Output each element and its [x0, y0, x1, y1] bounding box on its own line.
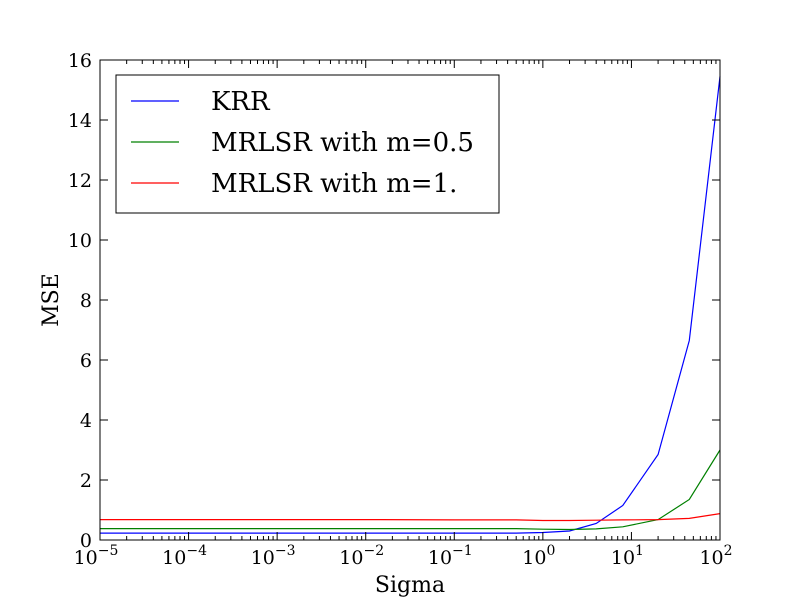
y-tick-label: 2 [80, 470, 92, 492]
y-tick-label: 14 [68, 110, 92, 132]
x-tick-label: 10−1 [428, 543, 473, 569]
y-tick-label: 0 [80, 530, 92, 552]
x-tick-label: 10−4 [162, 543, 207, 569]
y-tick-label: 10 [68, 230, 92, 252]
series-line-3 [100, 513, 721, 522]
y-axis-title: MSE [39, 273, 64, 327]
legend-label-1: KRR [211, 87, 271, 117]
y-tick-label: 6 [80, 350, 92, 372]
y-axis: 0 2 4 6 8 10 12 14 16 [68, 50, 720, 552]
y-tick-label: 4 [80, 410, 92, 432]
y-tick-label: 8 [80, 290, 92, 312]
series-line-2 [100, 449, 721, 531]
y-tick-label: 16 [68, 50, 92, 72]
x-tick-label: 102 [699, 543, 732, 569]
x-axis-title: Sigma [375, 573, 445, 598]
x-tick-label: 10−2 [339, 543, 384, 569]
y-tick-label: 12 [68, 170, 92, 192]
x-tick-label: 100 [522, 543, 555, 569]
x-tick-label: 10−3 [251, 543, 296, 569]
x-axis: 10−5 10−4 10−3 10−2 10−1 100 101 102 [74, 60, 733, 569]
legend-box [115, 74, 500, 214]
legend-label-3: MRLSR with m=1. [211, 169, 457, 199]
legend: KRR MRLSR with m=0.5 MRLSR with m=1. [115, 74, 500, 214]
legend-label-2: MRLSR with m=0.5 [211, 128, 474, 158]
x-tick-label: 10−5 [74, 543, 119, 569]
x-tick-label: 101 [611, 543, 644, 569]
